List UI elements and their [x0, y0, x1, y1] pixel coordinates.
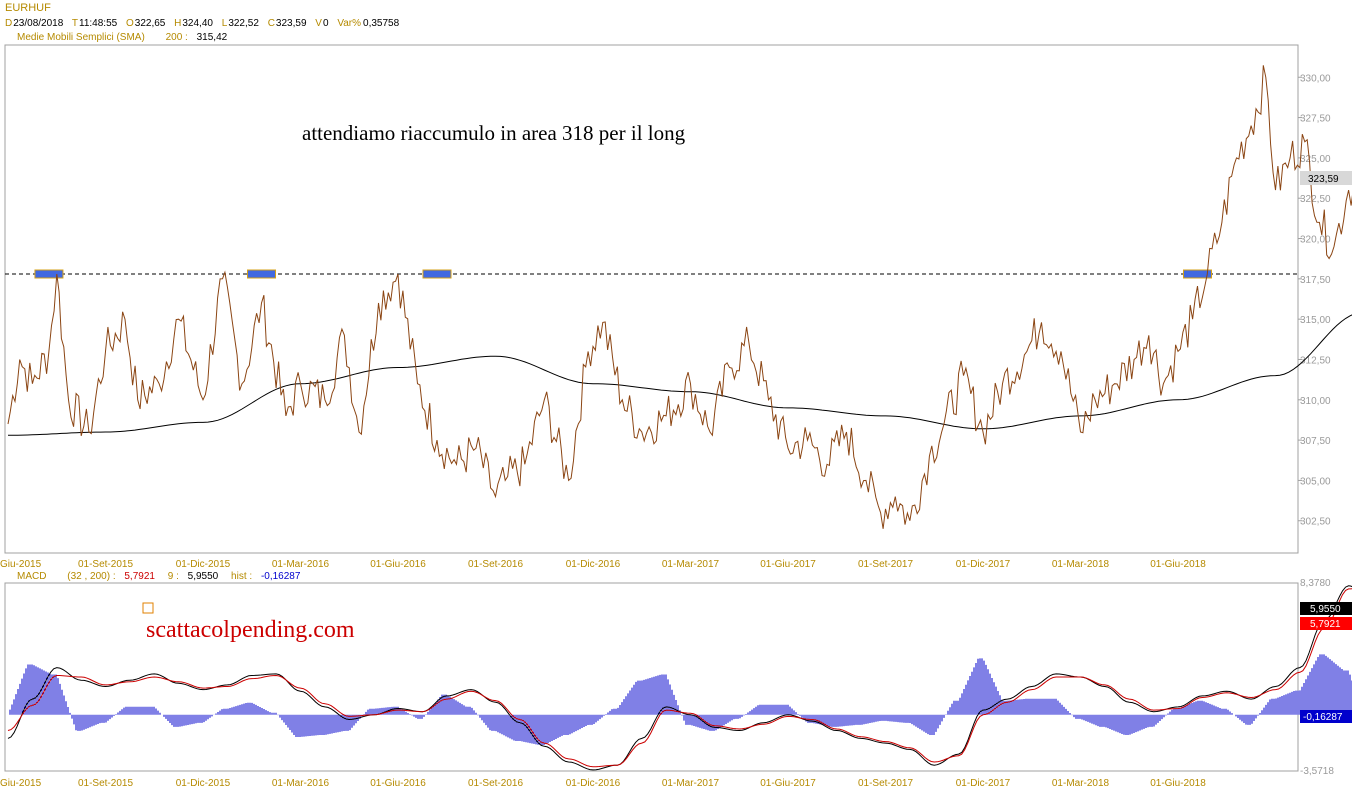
macd-last-box	[1300, 602, 1352, 615]
highlight-boxes	[34, 269, 1212, 279]
x-tick-label: 01-Giu-2016	[370, 778, 426, 789]
x-tick-label: 01-Mar-2017	[662, 559, 720, 570]
macd-panel-frame	[4, 582, 1299, 772]
x-tick-label: 01-Set-2017	[858, 559, 913, 570]
macd-line	[7, 585, 1352, 771]
x-tick-label: 01-Mar-2016	[272, 559, 330, 570]
x-tick-label: 01-Dic-2016	[566, 559, 621, 570]
x-tick-label: 01-Mar-2018	[1052, 778, 1110, 789]
x-tick-label: 01-Dic-2017	[956, 559, 1011, 570]
x-tick-label: 01-Set-2015	[78, 559, 133, 570]
symbol-label: EURHUF	[5, 2, 51, 14]
y-tick-label: 317,50	[1300, 275, 1331, 286]
main-y-axis: 302,50 305,00 307,50 310,00 312,50 315,00 317,…	[1298, 73, 1331, 528]
macd-ymin-label: -3,5718	[1300, 766, 1334, 777]
highlight-box	[247, 269, 276, 279]
main-x-axis: Giu-2015 01-Set-2015 01-Dic-2015 01-Mar-201…	[0, 559, 1206, 570]
signal-last-label: 5,7921	[1310, 619, 1341, 630]
x-tick-label: 01-Mar-2017	[662, 778, 720, 789]
x-tick-label: 01-Dic-2015	[176, 559, 231, 570]
y-tick-label: 325,00	[1300, 154, 1331, 165]
x-tick-label: 01-Mar-2016	[272, 778, 330, 789]
hist-last-label: -0,16287	[1303, 712, 1343, 723]
watermark-text: scattacolpending.com	[146, 617, 355, 643]
highlight-box	[34, 269, 64, 279]
price-line	[7, 65, 1352, 529]
last-price-box	[1300, 171, 1352, 185]
annotation-text: attendiamo riaccumulo in area 318 per il…	[302, 121, 686, 145]
y-tick-label: 312,50	[1300, 355, 1331, 366]
hist-last-box	[1300, 710, 1352, 723]
sma-header: Medie Mobili Semplici (SMA) 200 : 315,42	[17, 32, 228, 43]
macd-histogram	[9, 654, 1352, 746]
x-tick-label: 01-Set-2016	[468, 559, 523, 570]
x-tick-label: 01-Dic-2016	[566, 778, 621, 789]
y-tick-label: 315,00	[1300, 315, 1331, 326]
highlight-box	[1183, 269, 1212, 279]
signal-line	[7, 588, 1352, 768]
x-tick-label: 01-Set-2015	[78, 778, 133, 789]
signal-last-box	[1300, 617, 1352, 630]
last-price-label: 323,59	[1308, 174, 1339, 185]
macd-header: MACD (32 , 200) : 5,7921 9 : 5,9550 hist…	[17, 571, 301, 582]
x-tick-label: 01-Set-2016	[468, 778, 523, 789]
y-tick-label: 302,50	[1300, 517, 1331, 528]
macd-last-label: 5,9550	[1310, 604, 1341, 615]
sma-line	[8, 314, 1352, 436]
macd-ymax-label: 8,3780	[1300, 578, 1331, 589]
x-tick-label: 01-Dic-2015	[176, 778, 231, 789]
x-tick-label: 01-Giu-2018	[1150, 778, 1206, 789]
x-tick-label: 01-Giu-2017	[760, 559, 816, 570]
y-tick-label: 307,50	[1300, 436, 1331, 447]
y-tick-label: 320,00	[1300, 235, 1331, 246]
watermark-square-icon	[142, 602, 154, 614]
y-tick-label: 305,00	[1300, 476, 1331, 487]
x-tick-label: 01-Dic-2017	[956, 778, 1011, 789]
main-panel-frame	[4, 44, 1299, 554]
x-tick-label: 01-Giu-2016	[370, 559, 426, 570]
macd-x-axis: Giu-2015 01-Set-2015 01-Dic-2015 01-Mar-201…	[0, 778, 1206, 789]
y-tick-label: 330,00	[1300, 73, 1331, 84]
x-tick-label: Giu-2015	[0, 559, 42, 570]
header-quote: D23/08/2018 T11:48:55 O322,65 H324,40 L3…	[5, 18, 400, 29]
x-tick-label: 01-Mar-2018	[1052, 559, 1110, 570]
highlight-box	[422, 269, 452, 279]
x-tick-label: Giu-2015	[0, 778, 42, 789]
y-tick-label: 327,50	[1300, 114, 1331, 125]
x-tick-label: 01-Giu-2018	[1150, 559, 1206, 570]
y-tick-label: 322,50	[1300, 194, 1331, 205]
x-tick-label: 01-Giu-2017	[760, 778, 816, 789]
y-tick-label: 310,00	[1300, 396, 1331, 407]
x-tick-label: 01-Set-2017	[858, 778, 913, 789]
